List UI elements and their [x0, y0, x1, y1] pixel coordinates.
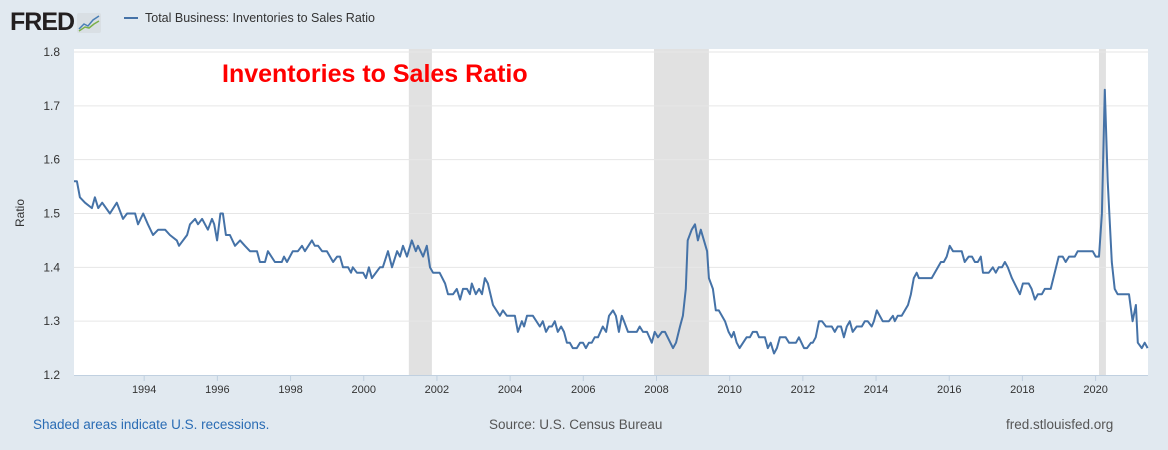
recession-note-link[interactable]: Shaded areas indicate U.S. recessions. — [33, 417, 270, 432]
y-tick-label: 1.7 — [43, 99, 60, 113]
x-tick-label: 1994 — [132, 384, 156, 396]
x-tick-label: 2002 — [425, 384, 449, 396]
x-tick-label: 2000 — [352, 384, 376, 396]
x-tick-label: 2014 — [864, 384, 888, 396]
recession-band — [408, 49, 432, 375]
x-tick-label: 2018 — [1010, 384, 1034, 396]
y-tick-label: 1.2 — [43, 368, 60, 382]
site-link[interactable]: fred.stlouisfed.org — [1006, 417, 1114, 432]
source-text: Source: U.S. Census Bureau — [489, 417, 663, 432]
x-tick-label: 2012 — [791, 384, 815, 396]
y-axis-label: Ratio — [13, 199, 27, 227]
fred-logo-text: FRED — [10, 8, 75, 36]
x-tick-label: 2006 — [571, 384, 595, 396]
x-tick-label: 1996 — [205, 384, 229, 396]
x-tick-label: 2010 — [717, 384, 741, 396]
legend-label: Total Business: Inventories to Sales Rat… — [145, 11, 375, 25]
x-tick-label: 2016 — [937, 384, 961, 396]
legend-swatch — [124, 17, 138, 19]
x-tick-label: 1998 — [278, 384, 302, 396]
y-tick-label: 1.5 — [43, 207, 60, 221]
chart-title-annotation: Inventories to Sales Ratio — [222, 60, 528, 88]
x-tick-label: 2004 — [498, 384, 522, 396]
y-tick-label: 1.8 — [43, 45, 60, 59]
fred-chart-icon — [77, 12, 102, 33]
y-tick-label: 1.6 — [43, 153, 60, 167]
recession-band — [653, 49, 709, 375]
x-tick-label: 2008 — [644, 384, 668, 396]
x-tick-label: 2020 — [1083, 384, 1107, 396]
y-tick-label: 1.3 — [43, 314, 60, 328]
fred-logo[interactable]: FRED — [10, 8, 102, 37]
plot-area — [74, 49, 1148, 375]
series-line — [74, 88, 1149, 355]
chart-legend: Total Business: Inventories to Sales Rat… — [124, 11, 375, 25]
y-tick-label: 1.4 — [43, 260, 60, 274]
